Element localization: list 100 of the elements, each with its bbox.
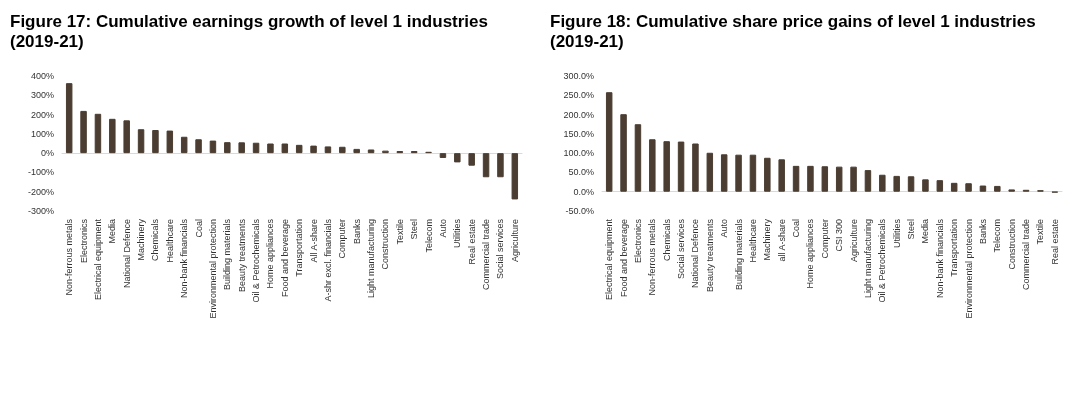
x-tick-label: Chemicals [150, 218, 161, 262]
x-tick-label: Telecom [992, 219, 1003, 253]
x-tick-label: Non-bank financials [934, 218, 945, 299]
bar [238, 142, 245, 154]
x-tick-label: Agriculture [509, 219, 520, 263]
bar [94, 113, 102, 154]
bar [620, 114, 627, 192]
bar [252, 142, 260, 154]
x-tick-label: Environmental protection [963, 219, 974, 319]
bar [109, 118, 116, 154]
bar [835, 166, 843, 192]
bar [497, 153, 504, 178]
x-tick-label: Telecom [423, 219, 434, 253]
x-tick-label: Electrical equipment [92, 218, 103, 301]
x-tick-label: Building materials [733, 218, 744, 291]
bar [281, 143, 289, 154]
bar [907, 176, 915, 192]
x-tick-label: Light manufacturing [862, 219, 873, 299]
x-tick-label: Oil & Petrochemicals [877, 218, 888, 303]
x-tick-label: Transportation [294, 219, 305, 277]
y-tick-label: 100% [30, 128, 54, 139]
x-tick-label: Real estate [466, 219, 477, 265]
x-tick-label: Healthcare [164, 219, 175, 263]
x-tick-label: Real estate [1049, 219, 1060, 265]
x-tick-label: Steel [409, 219, 420, 240]
y-tick-label: 300% [30, 90, 54, 101]
bar [634, 124, 642, 192]
x-tick-label: Food and beverage [279, 219, 290, 298]
x-tick-label: Construction [1006, 219, 1017, 270]
x-tick-label: Non-ferrous metals [64, 218, 75, 296]
y-tick-label: 50.0% [568, 167, 594, 178]
bar [649, 139, 656, 192]
x-tick-label: Textile [394, 219, 405, 245]
bar [749, 154, 757, 192]
x-tick-label: Oil & Petrochemicals [251, 218, 262, 303]
bar [778, 159, 785, 192]
x-tick-label: All A-share [308, 219, 319, 263]
x-tick-label: Utilities [452, 218, 463, 249]
bar [339, 146, 346, 154]
x-tick-label: Building materials [222, 218, 233, 291]
bar [80, 110, 87, 154]
x-tick-label: Social services [495, 218, 506, 280]
bar [123, 120, 130, 154]
y-tick-label: -50.0% [565, 206, 594, 216]
bar [310, 145, 317, 154]
bar [468, 153, 475, 166]
x-tick-label: Media [920, 219, 931, 244]
bar [692, 143, 699, 192]
x-tick-label: Machinery [136, 218, 147, 261]
y-tick-label: 150.0% [563, 128, 594, 139]
x-tick-label: Utilities [891, 218, 902, 249]
x-tick-label: Coal [791, 219, 802, 238]
bar [735, 154, 742, 192]
bar [324, 146, 332, 154]
x-tick-label: Non-bank financials [179, 218, 190, 299]
x-tick-label: Banks [351, 218, 362, 245]
y-tick-label: -300% [27, 206, 54, 216]
bar [511, 153, 519, 200]
bar [195, 139, 202, 154]
x-tick-label: Construction [380, 219, 391, 270]
y-tick-label: -200% [27, 186, 54, 197]
chart-title: Figure 17: Cumulative earnings growth of level 1 industries (2019-21) [10, 12, 489, 53]
x-tick-label: Banks [977, 218, 988, 245]
bar [936, 180, 944, 192]
x-tick-label: A-shr excl. financials [322, 218, 333, 302]
y-tick-label: 400% [30, 71, 54, 81]
y-tick-label: 100.0% [563, 148, 594, 159]
y-tick-label: 200.0% [563, 109, 594, 120]
bar [792, 165, 800, 192]
chart-title: Figure 18: Cumulative share price gains of level 1 industries (2019-21) [550, 12, 1037, 53]
bar [267, 143, 274, 154]
x-tick-label: National Defence [690, 219, 701, 289]
bar [821, 166, 829, 192]
x-tick-label: Non-ferrous metals [647, 218, 658, 296]
bar [720, 154, 728, 192]
x-tick-label: Computer [819, 219, 830, 259]
bar [137, 129, 145, 154]
x-tick-label: Healthcare [747, 219, 758, 263]
bar [677, 141, 685, 192]
bar [295, 144, 303, 154]
x-tick-label: Environmental protection [207, 219, 218, 319]
bar [994, 185, 1001, 192]
x-tick-label: Textile [1035, 219, 1046, 245]
bar [663, 141, 670, 192]
y-tick-label: 0% [40, 148, 54, 159]
x-tick-label: Home appliances [265, 218, 276, 289]
bar [224, 142, 231, 154]
bar [979, 185, 987, 192]
x-tick-label: Steel [906, 219, 917, 240]
bar [764, 157, 771, 192]
x-tick-label: National Defence [121, 219, 132, 289]
bar [482, 153, 490, 178]
x-tick-label: Auto [437, 219, 448, 238]
x-tick-label: all A-share [776, 219, 787, 262]
x-tick-label: Auto [719, 219, 730, 238]
x-tick-label: Computer [337, 219, 348, 259]
x-tick-label: Coal [193, 219, 204, 238]
x-tick-label: Beauty treatments [236, 218, 247, 293]
bar [965, 183, 972, 192]
y-tick-label: 200% [30, 109, 54, 120]
